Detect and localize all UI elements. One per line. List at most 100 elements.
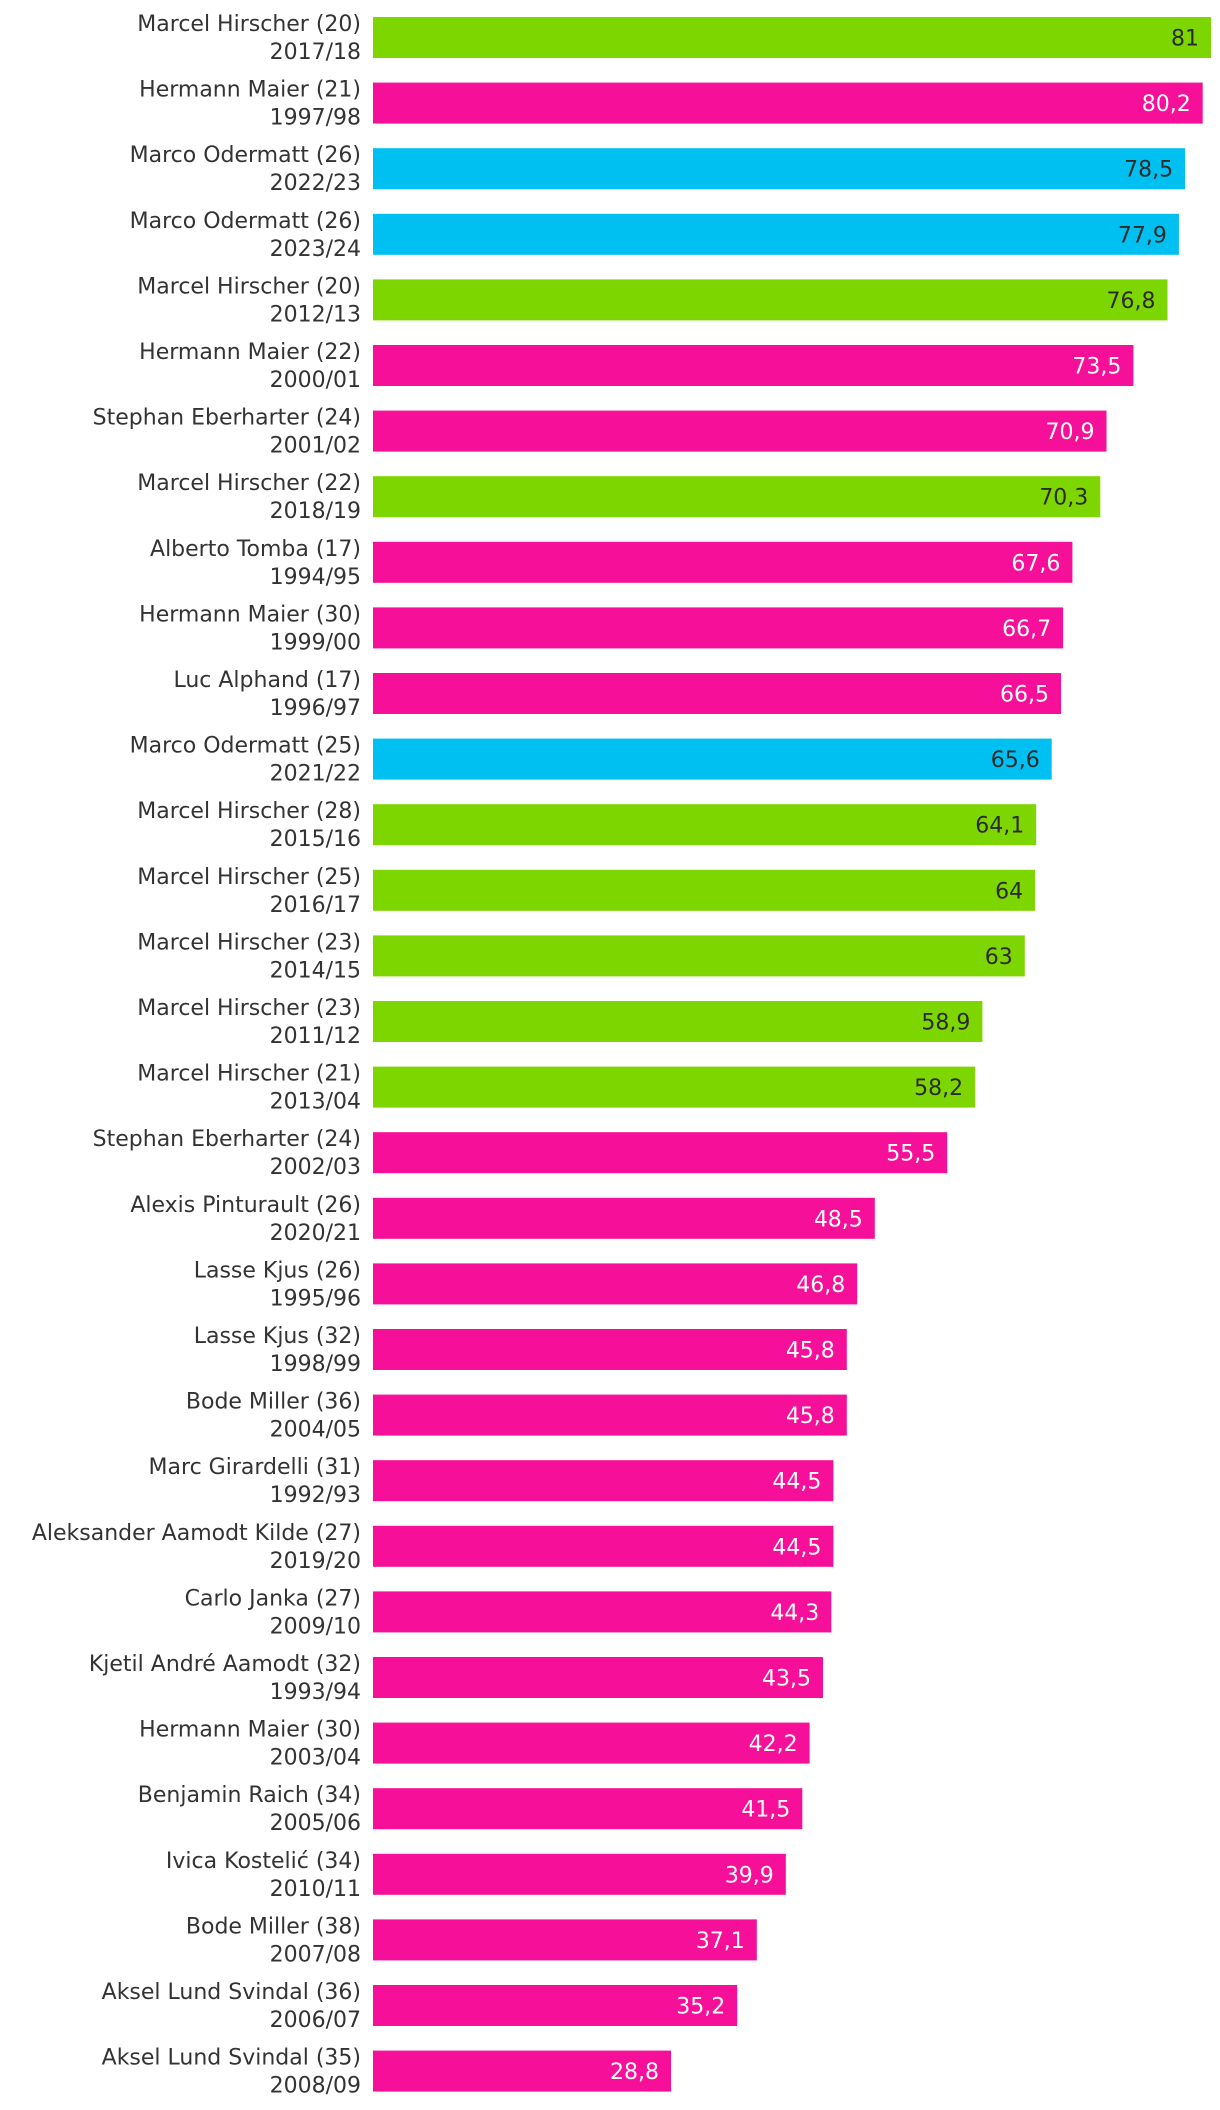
value-label: 58,9 xyxy=(921,1011,970,1036)
value-label: 73,5 xyxy=(1072,355,1121,380)
bar xyxy=(373,1263,858,1305)
bar-row: Alberto Tomba (17) 1994/95 67,6 xyxy=(150,537,1073,590)
athlete-label: Marcel Hirscher (28) xyxy=(137,799,361,824)
season-label: 2016/17 xyxy=(270,893,361,918)
bar-row: Hermann Maier (22) 2000/01 73,5 xyxy=(139,340,1134,393)
value-label: 58,2 xyxy=(914,1076,963,1101)
season-label: 2015/16 xyxy=(270,827,361,852)
bar-row: Luc Alphand (17) 1996/97 66,5 xyxy=(173,668,1061,721)
value-label: 66,7 xyxy=(1002,617,1051,642)
season-label: 1999/00 xyxy=(270,630,361,655)
athlete-label: Marco Odermatt (25) xyxy=(130,734,361,759)
value-label: 44,5 xyxy=(772,1535,821,1560)
season-label: 1992/93 xyxy=(270,1483,361,1508)
value-label: 45,8 xyxy=(786,1404,835,1429)
bar xyxy=(373,869,1036,911)
season-label: 2012/13 xyxy=(270,302,361,327)
bar-row: Ivica Kostelić (34) 2010/11 39,9 xyxy=(166,1849,786,1902)
athlete-label: Aleksander Aamodt Kilde (27) xyxy=(32,1521,361,1546)
season-label: 2009/10 xyxy=(270,1614,361,1639)
bar xyxy=(373,1197,875,1239)
bar xyxy=(373,213,1179,255)
athlete-label: Kjetil André Aamodt (32) xyxy=(89,1652,361,1677)
bar-row: Marcel Hirscher (21) 2013/04 58,2 xyxy=(137,1062,976,1115)
bar xyxy=(373,1919,757,1961)
bar xyxy=(373,738,1052,780)
bar-row: Marcel Hirscher (28) 2015/16 64,1 xyxy=(137,799,1037,852)
athlete-label: Marcel Hirscher (20) xyxy=(137,274,361,299)
season-label: 2006/07 xyxy=(270,2008,361,2033)
bar-row: Marcel Hirscher (20) 2012/13 76,8 xyxy=(137,274,1168,327)
bar xyxy=(373,410,1107,452)
bar xyxy=(373,1657,823,1698)
value-label: 80,2 xyxy=(1142,92,1191,117)
value-label: 65,6 xyxy=(991,748,1040,773)
season-label: 2008/09 xyxy=(270,2074,361,2099)
athlete-label: Hermann Maier (21) xyxy=(139,78,361,103)
bar xyxy=(373,1985,738,2026)
bar xyxy=(373,607,1064,649)
bar xyxy=(373,1525,834,1567)
athlete-label: Marcel Hirscher (21) xyxy=(137,1062,361,1087)
bar xyxy=(373,804,1037,846)
value-label: 55,5 xyxy=(886,1142,935,1167)
bar-row: Benjamin Raich (34) 2005/06 41,5 xyxy=(138,1783,803,1836)
bar-row: Marc Girardelli (31) 1992/93 44,5 xyxy=(149,1455,834,1508)
season-label: 2000/01 xyxy=(270,368,361,393)
season-label: 1994/95 xyxy=(270,565,361,590)
season-label: 2013/04 xyxy=(270,1090,361,1115)
season-label: 2005/06 xyxy=(270,1811,361,1836)
value-label: 64,1 xyxy=(975,814,1024,839)
value-label: 48,5 xyxy=(814,1207,863,1232)
bar xyxy=(373,1394,847,1436)
bar xyxy=(373,1788,803,1830)
season-label: 1997/98 xyxy=(270,106,361,131)
season-label: 2003/04 xyxy=(270,1746,361,1771)
athlete-label: Aksel Lund Svindal (35) xyxy=(102,2046,361,2071)
bar-row: Marco Odermatt (26) 2022/23 78,5 xyxy=(130,143,1186,196)
season-label: 2010/11 xyxy=(270,1877,361,1902)
season-label: 2018/19 xyxy=(270,499,361,524)
bar-row: Marcel Hirscher (22) 2018/19 70,3 xyxy=(137,471,1101,524)
athlete-label: Alberto Tomba (17) xyxy=(150,537,361,562)
value-label: 70,3 xyxy=(1039,486,1088,511)
bar xyxy=(373,1460,834,1502)
season-label: 2020/21 xyxy=(270,1221,361,1246)
bar-row: Alexis Pinturault (26) 2020/21 48,5 xyxy=(130,1193,875,1246)
bar-row: Bode Miller (38) 2007/08 37,1 xyxy=(186,1914,757,1967)
value-label: 44,3 xyxy=(770,1601,819,1626)
season-label: 2019/20 xyxy=(270,1549,361,1574)
athlete-label: Marcel Hirscher (22) xyxy=(137,471,361,496)
athlete-label: Marc Girardelli (31) xyxy=(149,1455,361,1480)
value-label: 64 xyxy=(995,879,1023,904)
athlete-label: Hermann Maier (30) xyxy=(139,1718,361,1743)
bar xyxy=(373,17,1211,58)
season-label: 2007/08 xyxy=(270,1942,361,1967)
athlete-label: Luc Alphand (17) xyxy=(173,668,361,693)
bar-row: Aksel Lund Svindal (36) 2006/07 35,2 xyxy=(102,1980,738,2033)
athlete-label: Ivica Kostelić (34) xyxy=(166,1849,361,1874)
bar-row: Stephan Eberharter (24) 2002/03 55,5 xyxy=(93,1127,948,1180)
value-label: 76,8 xyxy=(1107,289,1156,314)
bar xyxy=(373,1722,810,1764)
season-label: 2021/22 xyxy=(270,762,361,787)
bar xyxy=(373,148,1186,190)
value-label: 44,5 xyxy=(772,1470,821,1495)
bar xyxy=(373,541,1073,583)
athlete-label: Lasse Kjus (32) xyxy=(194,1324,361,1349)
athlete-label: Marcel Hirscher (25) xyxy=(137,865,361,890)
value-label: 63 xyxy=(985,945,1013,970)
athlete-label: Aksel Lund Svindal (36) xyxy=(102,1980,361,2005)
athlete-label: Hermann Maier (22) xyxy=(139,340,361,365)
bar xyxy=(373,1001,983,1042)
bar xyxy=(373,345,1134,386)
bar xyxy=(373,279,1168,321)
bar-row: Hermann Maier (30) 1999/00 66,7 xyxy=(139,602,1064,655)
season-label: 2004/05 xyxy=(270,1418,361,1443)
value-label: 81 xyxy=(1171,27,1199,52)
bar xyxy=(373,476,1101,518)
value-label: 46,8 xyxy=(796,1273,845,1298)
season-label: 2002/03 xyxy=(270,1155,361,1180)
bar xyxy=(373,1066,976,1108)
